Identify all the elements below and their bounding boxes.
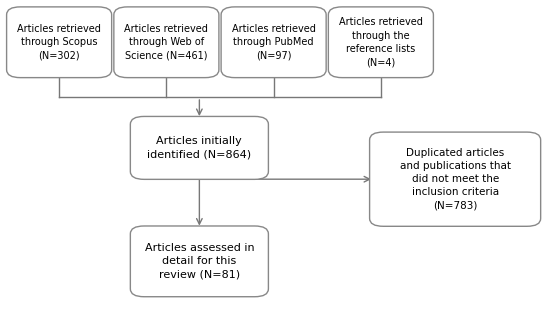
Text: Duplicated articles
and publications that
did not meet the
inclusion criteria
(N: Duplicated articles and publications tha… [400, 148, 510, 211]
Text: Articles retrieved
through Web of
Science (N=461): Articles retrieved through Web of Scienc… [124, 24, 208, 60]
FancyBboxPatch shape [328, 7, 433, 78]
FancyBboxPatch shape [130, 226, 268, 297]
FancyBboxPatch shape [114, 7, 219, 78]
Text: Articles initially
identified (N=864): Articles initially identified (N=864) [147, 136, 251, 160]
Text: Articles retrieved
through PubMed
(N=97): Articles retrieved through PubMed (N=97) [232, 24, 316, 60]
FancyBboxPatch shape [130, 116, 268, 179]
FancyBboxPatch shape [221, 7, 326, 78]
Text: Articles retrieved
through the
reference lists
(N=4): Articles retrieved through the reference… [339, 18, 423, 67]
Text: Articles retrieved
through Scopus
(N=302): Articles retrieved through Scopus (N=302… [17, 24, 101, 60]
FancyBboxPatch shape [7, 7, 112, 78]
Text: Articles assessed in
detail for this
review (N=81): Articles assessed in detail for this rev… [145, 243, 254, 280]
FancyBboxPatch shape [370, 132, 541, 226]
